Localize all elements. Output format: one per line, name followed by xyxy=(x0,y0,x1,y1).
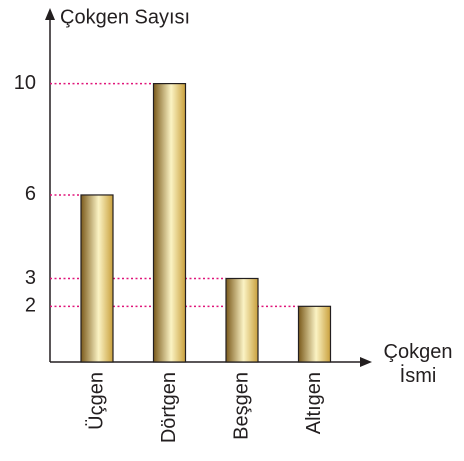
x-arrow xyxy=(360,357,372,367)
y-tick-label: 6 xyxy=(25,183,36,205)
bar xyxy=(297,305,332,363)
x-tick-label: Beşgen xyxy=(230,372,252,440)
y-arrow xyxy=(45,8,55,20)
x-tick-label: Dörtgen xyxy=(158,372,180,443)
bar xyxy=(80,194,114,363)
x-tick-label: Altıgen xyxy=(303,372,325,434)
bar xyxy=(225,277,259,363)
x-tick-label: Üçgen xyxy=(85,372,107,430)
x-axis-label: Çokgen İsmi xyxy=(383,341,453,387)
bar xyxy=(152,82,187,363)
y-tick-label: 3 xyxy=(25,267,36,289)
y-tick-label: 10 xyxy=(14,72,36,94)
y-axis-label: Çokgen Sayısı xyxy=(60,6,190,28)
y-tick-label: 2 xyxy=(25,295,36,317)
